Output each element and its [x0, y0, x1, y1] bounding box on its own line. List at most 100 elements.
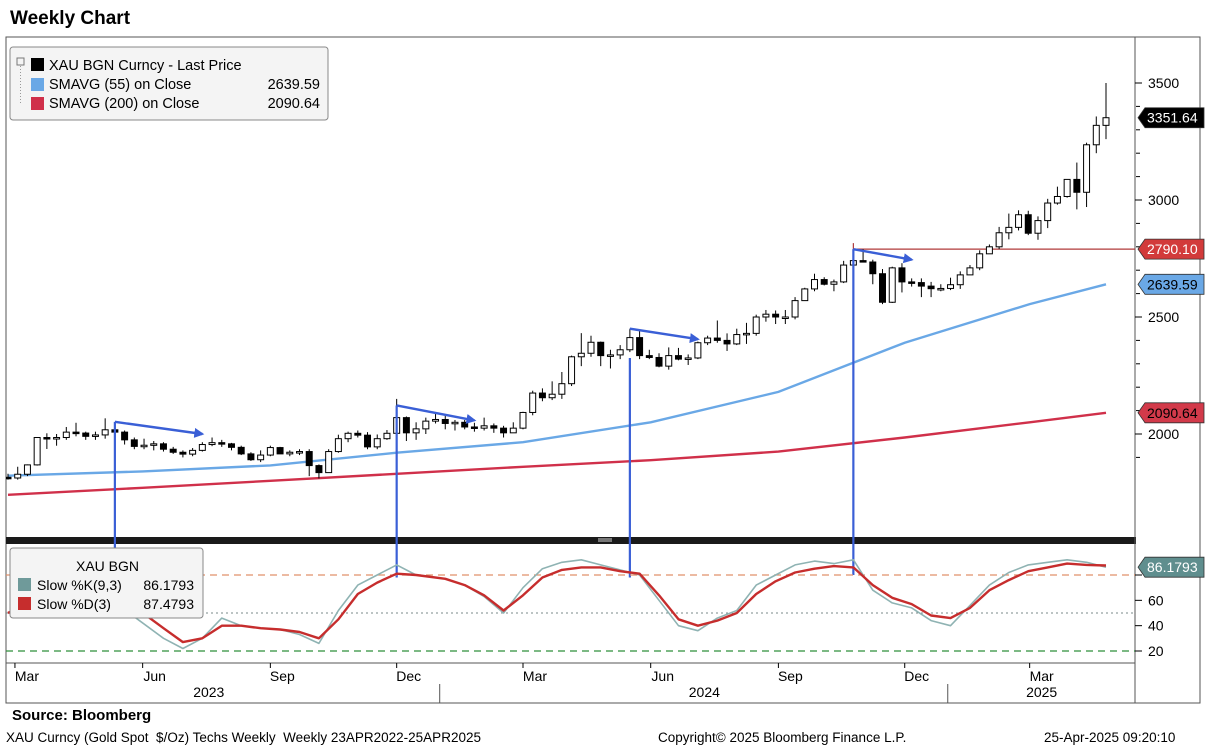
- candle: [101, 418, 109, 439]
- candle: [1015, 210, 1023, 231]
- candle-body: [1015, 214, 1023, 228]
- candle: [655, 353, 663, 368]
- candle-body: [354, 432, 362, 436]
- candle: [383, 430, 391, 440]
- month-label: Jun: [651, 668, 674, 684]
- last-price-tag-bg: [1137, 107, 1205, 129]
- candle: [985, 244, 993, 255]
- stoch-legend-title: XAU BGN: [76, 558, 139, 574]
- trend-arrow: [396, 404, 477, 424]
- candle: [1044, 198, 1052, 229]
- candle: [956, 271, 964, 289]
- candle-body: [179, 451, 187, 455]
- month-label: Mar: [1030, 668, 1054, 684]
- candle-body: [500, 427, 508, 434]
- candle-body: [402, 417, 410, 434]
- candle-body: [218, 442, 226, 445]
- candle: [422, 417, 430, 434]
- legend-swatch-ma: [31, 78, 44, 91]
- candle: [441, 415, 449, 430]
- candle: [325, 449, 333, 474]
- candle: [53, 434, 61, 446]
- candle-body: [538, 392, 546, 399]
- month-label: Mar: [15, 668, 39, 684]
- candle: [606, 349, 614, 369]
- candle-body: [966, 267, 974, 276]
- candle-body: [305, 451, 313, 467]
- candle: [237, 445, 245, 456]
- legend-ma-label: SMAVG (55) on Close: [49, 77, 191, 93]
- candle-body: [606, 354, 614, 357]
- candle: [72, 422, 80, 437]
- candle-body: [558, 383, 566, 395]
- candle-body: [461, 421, 469, 428]
- candle-body: [811, 279, 818, 290]
- candle-body: [53, 437, 61, 440]
- candle: [62, 426, 70, 440]
- chart-title: Weekly Chart: [10, 8, 131, 29]
- time-axis: Mar Jun Sep Dec Mar Jun Sep Dec Mar 2023 2024 2025: [14, 663, 1057, 703]
- candle: [577, 333, 585, 367]
- candle: [791, 297, 799, 320]
- candle-body: [869, 261, 877, 275]
- candle: [626, 328, 634, 353]
- year-label: 2025: [1026, 684, 1057, 700]
- candle: [208, 437, 216, 447]
- candle: [898, 263, 906, 293]
- candle-body: [101, 429, 109, 436]
- candle-body: [976, 253, 984, 269]
- last-price-tag: 3351.64: [1137, 107, 1205, 129]
- candle-body: [1092, 124, 1100, 146]
- candle-body: [937, 287, 945, 291]
- candle: [276, 446, 284, 455]
- candle-body: [801, 288, 809, 302]
- candle-body: [189, 449, 197, 455]
- candle-body: [694, 342, 702, 359]
- candle: [645, 349, 653, 360]
- price-y-tick-label: 2000: [1148, 426, 1179, 442]
- candle: [947, 277, 955, 291]
- candle: [869, 259, 877, 285]
- resistance-tag: 2790.10: [1137, 238, 1205, 260]
- candle-body: [888, 267, 896, 303]
- candle-body: [286, 451, 294, 455]
- stoch-tag-text: 86.1793: [1147, 559, 1198, 575]
- candle-body: [91, 434, 99, 437]
- year-label: 2023: [193, 684, 224, 700]
- candle: [752, 314, 760, 336]
- stoch-legend-value: 87.4793: [143, 596, 194, 612]
- candle: [1102, 83, 1110, 140]
- candle: [344, 431, 352, 443]
- candle: [519, 411, 527, 430]
- candle-body: [412, 428, 420, 434]
- stoch-y-axis: 20 40 60: [1135, 574, 1164, 659]
- candle: [888, 266, 896, 303]
- candle-body: [1102, 117, 1110, 126]
- stoch-legend-value: 86.1793: [143, 577, 194, 593]
- candle-body: [879, 273, 886, 303]
- month-label: Mar: [523, 668, 547, 684]
- candle-body: [927, 285, 935, 290]
- slow-k-line: [7, 558, 1107, 650]
- candle-body: [985, 246, 993, 255]
- candle: [597, 341, 605, 367]
- candle-body: [947, 284, 955, 289]
- candle: [130, 437, 138, 450]
- candle: [568, 355, 576, 387]
- price-y-tick-label: 3500: [1148, 75, 1179, 91]
- price-y-tick-label: 3000: [1148, 192, 1179, 208]
- candle: [529, 390, 537, 416]
- candle-body: [597, 341, 605, 357]
- candle-body: [1073, 178, 1081, 193]
- candle-body: [373, 438, 381, 448]
- sma55-tag: 2639.59: [1137, 273, 1205, 295]
- candle-body: [626, 337, 634, 351]
- candle: [432, 413, 440, 424]
- legend-price-title: XAU BGN Curncy - Last Price: [49, 58, 242, 74]
- sma55-tag-text: 2639.59: [1147, 276, 1198, 292]
- legend-ma-label: SMAVG (200) on Close: [49, 96, 199, 112]
- candle-body: [266, 447, 274, 456]
- candle: [509, 422, 517, 434]
- candle-body: [509, 427, 517, 434]
